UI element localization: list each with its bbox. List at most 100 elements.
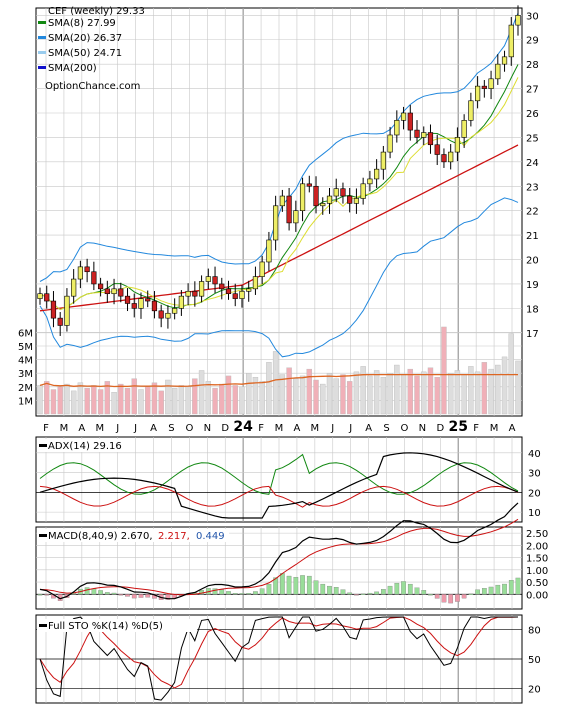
candle-body — [178, 295, 184, 309]
candle-body — [293, 210, 299, 224]
price-y-tick: 19 — [526, 280, 539, 291]
macd-histogram-bar — [354, 594, 359, 596]
candle-body — [488, 78, 494, 89]
x-tick-label: N — [204, 423, 211, 434]
macd-histogram-bar — [340, 589, 346, 595]
candle-body — [158, 310, 164, 319]
x-tick-label: A — [365, 423, 372, 434]
x-tick-label: D — [221, 423, 229, 434]
x-tick-label: M — [60, 423, 69, 434]
legend-swatch-sma50 — [38, 51, 46, 54]
volume-bar — [447, 373, 454, 415]
macd-histogram-bar — [428, 594, 433, 596]
volume-bar — [272, 351, 279, 415]
macd-histogram-bar — [219, 589, 225, 595]
candle-body — [407, 112, 413, 131]
price-y-tick: 27 — [526, 85, 539, 96]
macd-histogram-bar — [239, 593, 245, 595]
x-tick-label: 24 — [233, 419, 253, 435]
candle-body — [71, 278, 77, 297]
x-tick-label: A — [150, 423, 157, 434]
macd-histogram-bar — [495, 584, 501, 595]
volume-bar — [495, 364, 501, 415]
candle-body — [50, 300, 57, 319]
candle-body — [367, 178, 373, 185]
candle-body — [461, 120, 467, 138]
volume-bar — [394, 364, 400, 415]
watermark: OptionChance.com — [45, 81, 140, 92]
macd-histogram-bar — [98, 590, 103, 595]
adx-y-tick: 30 — [528, 469, 541, 480]
macd-histogram-bar — [455, 594, 460, 602]
volume-bar — [91, 385, 97, 415]
x-tick-label: M — [95, 423, 104, 434]
x-tick-label: N — [419, 423, 426, 434]
x-tick-label: O — [185, 423, 193, 434]
macd-histogram-bar — [104, 592, 110, 595]
macd-histogram-bar — [273, 577, 278, 595]
volume-bar — [508, 333, 514, 415]
volume-bar — [501, 356, 508, 415]
macd-histogram-bar — [421, 590, 427, 595]
tick-layer: F M A M J J A S O N D 24 F M A M J J A S O N D 25 F M A17181920212… — [18, 11, 548, 695]
candle-body — [454, 137, 461, 153]
macd-histogram-bar — [502, 583, 507, 595]
candle-body — [441, 154, 447, 163]
x-tick-label: J — [330, 423, 334, 434]
price-layer — [37, 5, 521, 358]
candle-body — [387, 134, 393, 153]
candle-body — [353, 198, 360, 204]
volume-bar — [454, 370, 461, 415]
sto-y-tick: 80 — [528, 626, 541, 637]
macd-hist-value: 0.449 — [196, 531, 225, 542]
volume-bar — [158, 390, 164, 415]
macd-histogram-bar — [360, 593, 366, 595]
candle-body — [468, 100, 474, 121]
candle-body — [77, 266, 83, 280]
macd-histogram-bar — [481, 588, 487, 595]
macd-histogram-bar — [468, 593, 474, 595]
x-tick-label: F — [43, 423, 49, 434]
candle-body — [515, 15, 521, 26]
candle-body — [259, 261, 265, 277]
macd-histogram-bar — [91, 588, 97, 595]
macd-histogram-bar — [333, 587, 339, 595]
legend-sma50: SMA(50) 24.71 — [48, 48, 122, 59]
volume-bar — [373, 370, 380, 415]
price-y-tick: 23 — [526, 182, 539, 193]
x-tick-label: M — [275, 423, 284, 434]
macd-histogram-bar — [259, 588, 265, 595]
macd-histogram-bar — [131, 594, 137, 599]
price-y-tick: 24 — [526, 158, 539, 169]
candle-body — [84, 266, 90, 273]
candle-body — [37, 293, 43, 299]
price-y-tick: 22 — [526, 207, 539, 218]
price-y-tick: 30 — [526, 11, 539, 22]
candle-body — [320, 203, 326, 207]
price-y-tick: 28 — [526, 60, 539, 71]
volume-bar — [441, 326, 447, 415]
volume-bar — [225, 375, 232, 415]
macd-histogram-bar — [448, 594, 454, 604]
volume-y-tick: 3M — [18, 369, 33, 380]
volume-bar — [97, 389, 104, 415]
sto-label-bg — [37, 619, 197, 632]
volume-bar — [313, 379, 319, 415]
candle-body — [124, 295, 131, 304]
volume-bar — [306, 368, 312, 415]
candle-body — [326, 195, 333, 204]
x-tick-label: M — [490, 423, 499, 434]
candle-body — [111, 288, 117, 295]
volume-bar — [259, 381, 265, 415]
macd-histogram-bar — [515, 577, 521, 595]
volume-bar — [118, 383, 124, 415]
macd-label: MACD(8,40,9) 2.670, — [48, 531, 153, 542]
macd-histogram-bar — [165, 594, 171, 600]
x-tick-label: F — [473, 423, 479, 434]
volume-bar — [239, 386, 245, 415]
candle-body — [252, 276, 259, 290]
sto-y-tick: 20 — [528, 684, 541, 695]
volume-bar — [138, 389, 144, 415]
candle-body — [138, 298, 144, 309]
